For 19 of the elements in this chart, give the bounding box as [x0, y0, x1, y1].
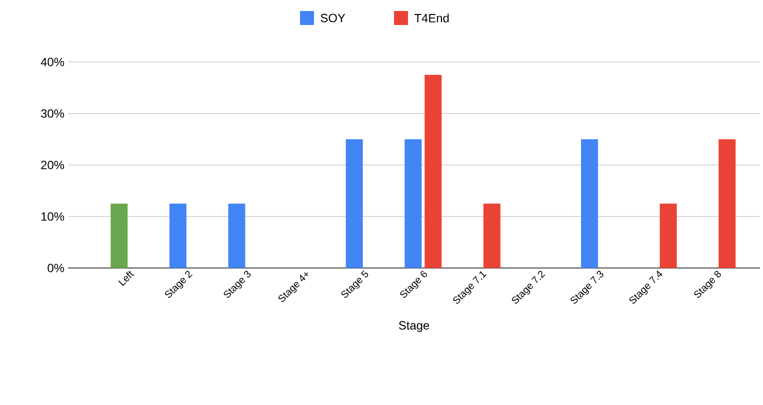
- bar: [110, 204, 128, 268]
- bar: [169, 204, 186, 268]
- bar: [228, 204, 246, 268]
- bar: [660, 204, 677, 268]
- y-tick-label: 10%: [41, 212, 64, 221]
- y-tick-label: 40%: [40, 58, 64, 66]
- y-tick-label: 30%: [41, 109, 64, 118]
- legend-label: SOY: [320, 14, 346, 22]
- bar: [718, 139, 736, 268]
- legend-label: T4End: [414, 14, 449, 22]
- bar: [581, 139, 598, 268]
- y-tick-label: 0%: [48, 264, 64, 272]
- bar: [483, 204, 500, 268]
- bar: [346, 139, 363, 268]
- x-axis-title: Stage: [398, 321, 430, 332]
- bar: [404, 139, 422, 268]
- bar: [424, 74, 442, 268]
- x-tick-label: Left: [118, 271, 134, 286]
- y-tick-label: 20%: [41, 160, 64, 170]
